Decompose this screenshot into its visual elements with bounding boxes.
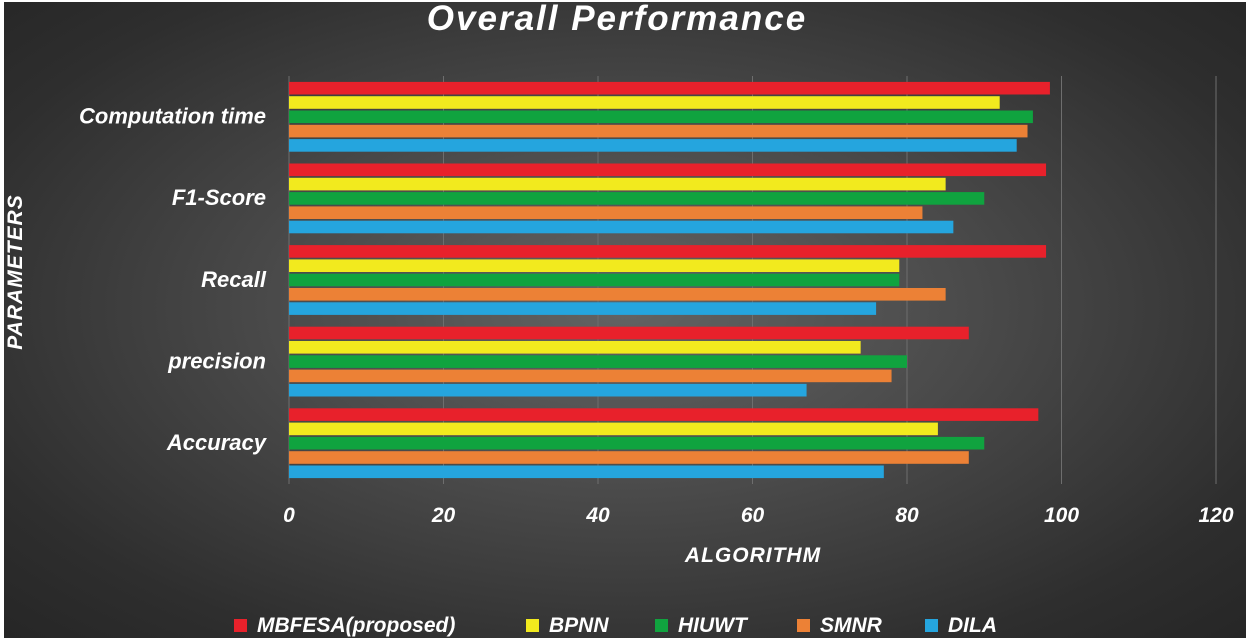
bar-precision-bpnn: [289, 341, 861, 354]
bar-recall-mbfesa-proposed-: [289, 245, 1047, 258]
x-tick-labels: 0 20 40 60 80 100 120: [283, 504, 1234, 527]
x-tick-label: 40: [585, 504, 610, 527]
bar-accuracy-mbfesa-proposed-: [289, 408, 1039, 421]
bar-accuracy-dila: [289, 465, 884, 479]
bar-computation-time-mbfesa-proposed-: [289, 81, 1050, 95]
bar-f1-score-bpnn: [289, 177, 946, 191]
bar-f1-score-dila: [289, 220, 954, 234]
bar-precision-mbfesa-proposed-: [289, 326, 969, 340]
legend-swatch: [925, 619, 938, 632]
legend-label: BPNN: [549, 614, 609, 637]
x-tick-label: 100: [1044, 504, 1079, 527]
legend-label: HIUWT: [678, 614, 749, 637]
bar-computation-time-smnr: [289, 124, 1028, 138]
x-axis-title: ALGORITHM: [684, 544, 821, 567]
category-label: precision: [167, 348, 266, 373]
y-axis-title: PARAMETERS: [4, 194, 27, 349]
category-label: Recall: [201, 267, 267, 292]
category-label: F1-Score: [172, 185, 266, 210]
legend-swatch: [655, 619, 668, 632]
bar-f1-score-smnr: [289, 206, 923, 219]
legend-label: SMNR: [820, 614, 883, 637]
chart-title: Overall Performance: [427, 0, 807, 38]
bar-recall-smnr: [289, 288, 946, 301]
bar-accuracy-smnr: [289, 451, 969, 464]
x-tick-label: 80: [895, 504, 919, 527]
bar-precision-dila: [289, 383, 807, 397]
bar-f1-score-hiuwt: [289, 192, 985, 205]
legend-swatch: [234, 619, 247, 632]
bar-precision-hiuwt: [289, 355, 907, 368]
legend-swatch: [526, 619, 539, 632]
bar-precision-smnr: [289, 369, 892, 383]
legend-swatch: [797, 619, 810, 632]
x-tick-label: 0: [283, 504, 295, 527]
bar-computation-time-dila: [289, 139, 1017, 152]
x-tick-label: 60: [741, 504, 765, 527]
bar-accuracy-bpnn: [289, 422, 938, 436]
bar-computation-time-hiuwt: [289, 110, 1033, 124]
category-label: Accuracy: [166, 430, 268, 455]
category-labels: Computation time F1-Score Recall precision A…: [79, 104, 268, 455]
legend: MBFESA(proposed) BPNN HIUWT SMNR DILA: [234, 614, 997, 637]
legend-label: MBFESA(proposed): [257, 614, 455, 637]
x-tick-label: 120: [1198, 504, 1233, 527]
bar-recall-dila: [289, 302, 877, 315]
legend-label: DILA: [948, 614, 997, 637]
x-tick-label: 20: [431, 504, 456, 527]
bar-computation-time-bpnn: [289, 96, 1000, 109]
bar-recall-bpnn: [289, 259, 900, 272]
bar-recall-hiuwt: [289, 273, 900, 287]
bars: [289, 81, 1050, 479]
category-label: Computation time: [79, 104, 266, 129]
bar-accuracy-hiuwt: [289, 436, 985, 450]
bar-f1-score-mbfesa-proposed-: [289, 163, 1047, 177]
